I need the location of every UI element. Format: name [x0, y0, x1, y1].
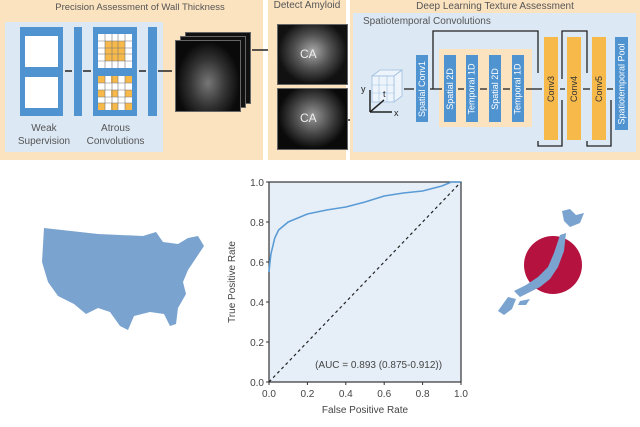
- detect-amyloid-title: Detect Amyloid: [273, 0, 341, 11]
- y-axis-label: True Positive Rate: [227, 241, 238, 323]
- spatiotemporal-subtitle: Spatiotemporal Convolutions: [363, 16, 491, 27]
- roc-chart: 0.0 0.2 0.4 0.6 0.8 1.0 0.0 0.2 0.4 0.6 0.8 1.0 (AUC…: [227, 178, 468, 416]
- layer-spatial-conv1: Spatial Conv1: [416, 55, 428, 122]
- mask-image-bottom: [25, 77, 58, 108]
- y-tick-label: 0.8: [250, 218, 264, 229]
- y-tick-label: 1.0: [250, 178, 264, 189]
- axis-t-label: t: [383, 89, 386, 99]
- x-tick-label: 0.8: [416, 389, 430, 400]
- x-axis-label: False Positive Rate: [322, 405, 409, 416]
- texture-assessment-title: Deep Learning Texture Assessment: [416, 1, 574, 12]
- amyloid-image-top: CA: [277, 24, 348, 85]
- x-tick-label: 0.4: [339, 389, 353, 400]
- axis-x-label: x: [394, 108, 399, 118]
- x-tick-label: 0.0: [262, 389, 276, 400]
- echocardiogram-image: [175, 40, 241, 112]
- layer-spatiotemporal-pool: Spatiotemporal Pool: [615, 37, 628, 130]
- layer-conv4: Conv4: [567, 37, 581, 140]
- arrows-right: [404, 30, 613, 147]
- atrous-convolutions-label: Atrous Convolutions: [86, 123, 145, 147]
- wall-thickness-title: Precision Assessment of Wall Thickness: [55, 2, 225, 13]
- layer-temporal-1d: Temporal 1D: [466, 55, 478, 122]
- layer-spatial-2d: Spatial 2D: [489, 55, 501, 122]
- ca-label-bottom: CA: [300, 111, 317, 125]
- japan-map-icon: [498, 209, 584, 315]
- reference-diagonal: [268, 181, 462, 383]
- us-map-icon: [42, 228, 204, 330]
- mask-image-top: [25, 36, 58, 67]
- auc-annotation: (AUC = 0.893 (0.875-0.912)): [315, 360, 442, 371]
- weak-supervision-label: Weak Supervision: [17, 123, 71, 147]
- layer-spatial-2d: Spatial 2D: [444, 55, 456, 122]
- layer-bar: [148, 27, 157, 116]
- layer-temporal-1d: Temporal 1D: [512, 55, 524, 122]
- y-tick-label: 0.6: [250, 258, 264, 269]
- y-tick-label: 0.2: [250, 338, 264, 349]
- roc-curve: [268, 181, 461, 273]
- x-tick-label: 0.6: [377, 389, 391, 400]
- spatiotemporal-cube-icon: y t x: [361, 69, 404, 118]
- x-tick-label: 0.2: [300, 389, 314, 400]
- atrous-grid: [98, 34, 132, 110]
- y-tick-label: 0.4: [250, 298, 264, 309]
- axis-y-label: y: [361, 84, 366, 94]
- x-tick-label: 1.0: [454, 389, 468, 400]
- layer-conv5: Conv5: [592, 37, 606, 140]
- layer-bar: [74, 27, 82, 116]
- layer-conv3: Conv3: [544, 37, 558, 140]
- amyloid-image-bottom: CA: [277, 88, 348, 150]
- y-tick-label: 0.0: [250, 378, 264, 389]
- ca-label-top: CA: [300, 47, 317, 61]
